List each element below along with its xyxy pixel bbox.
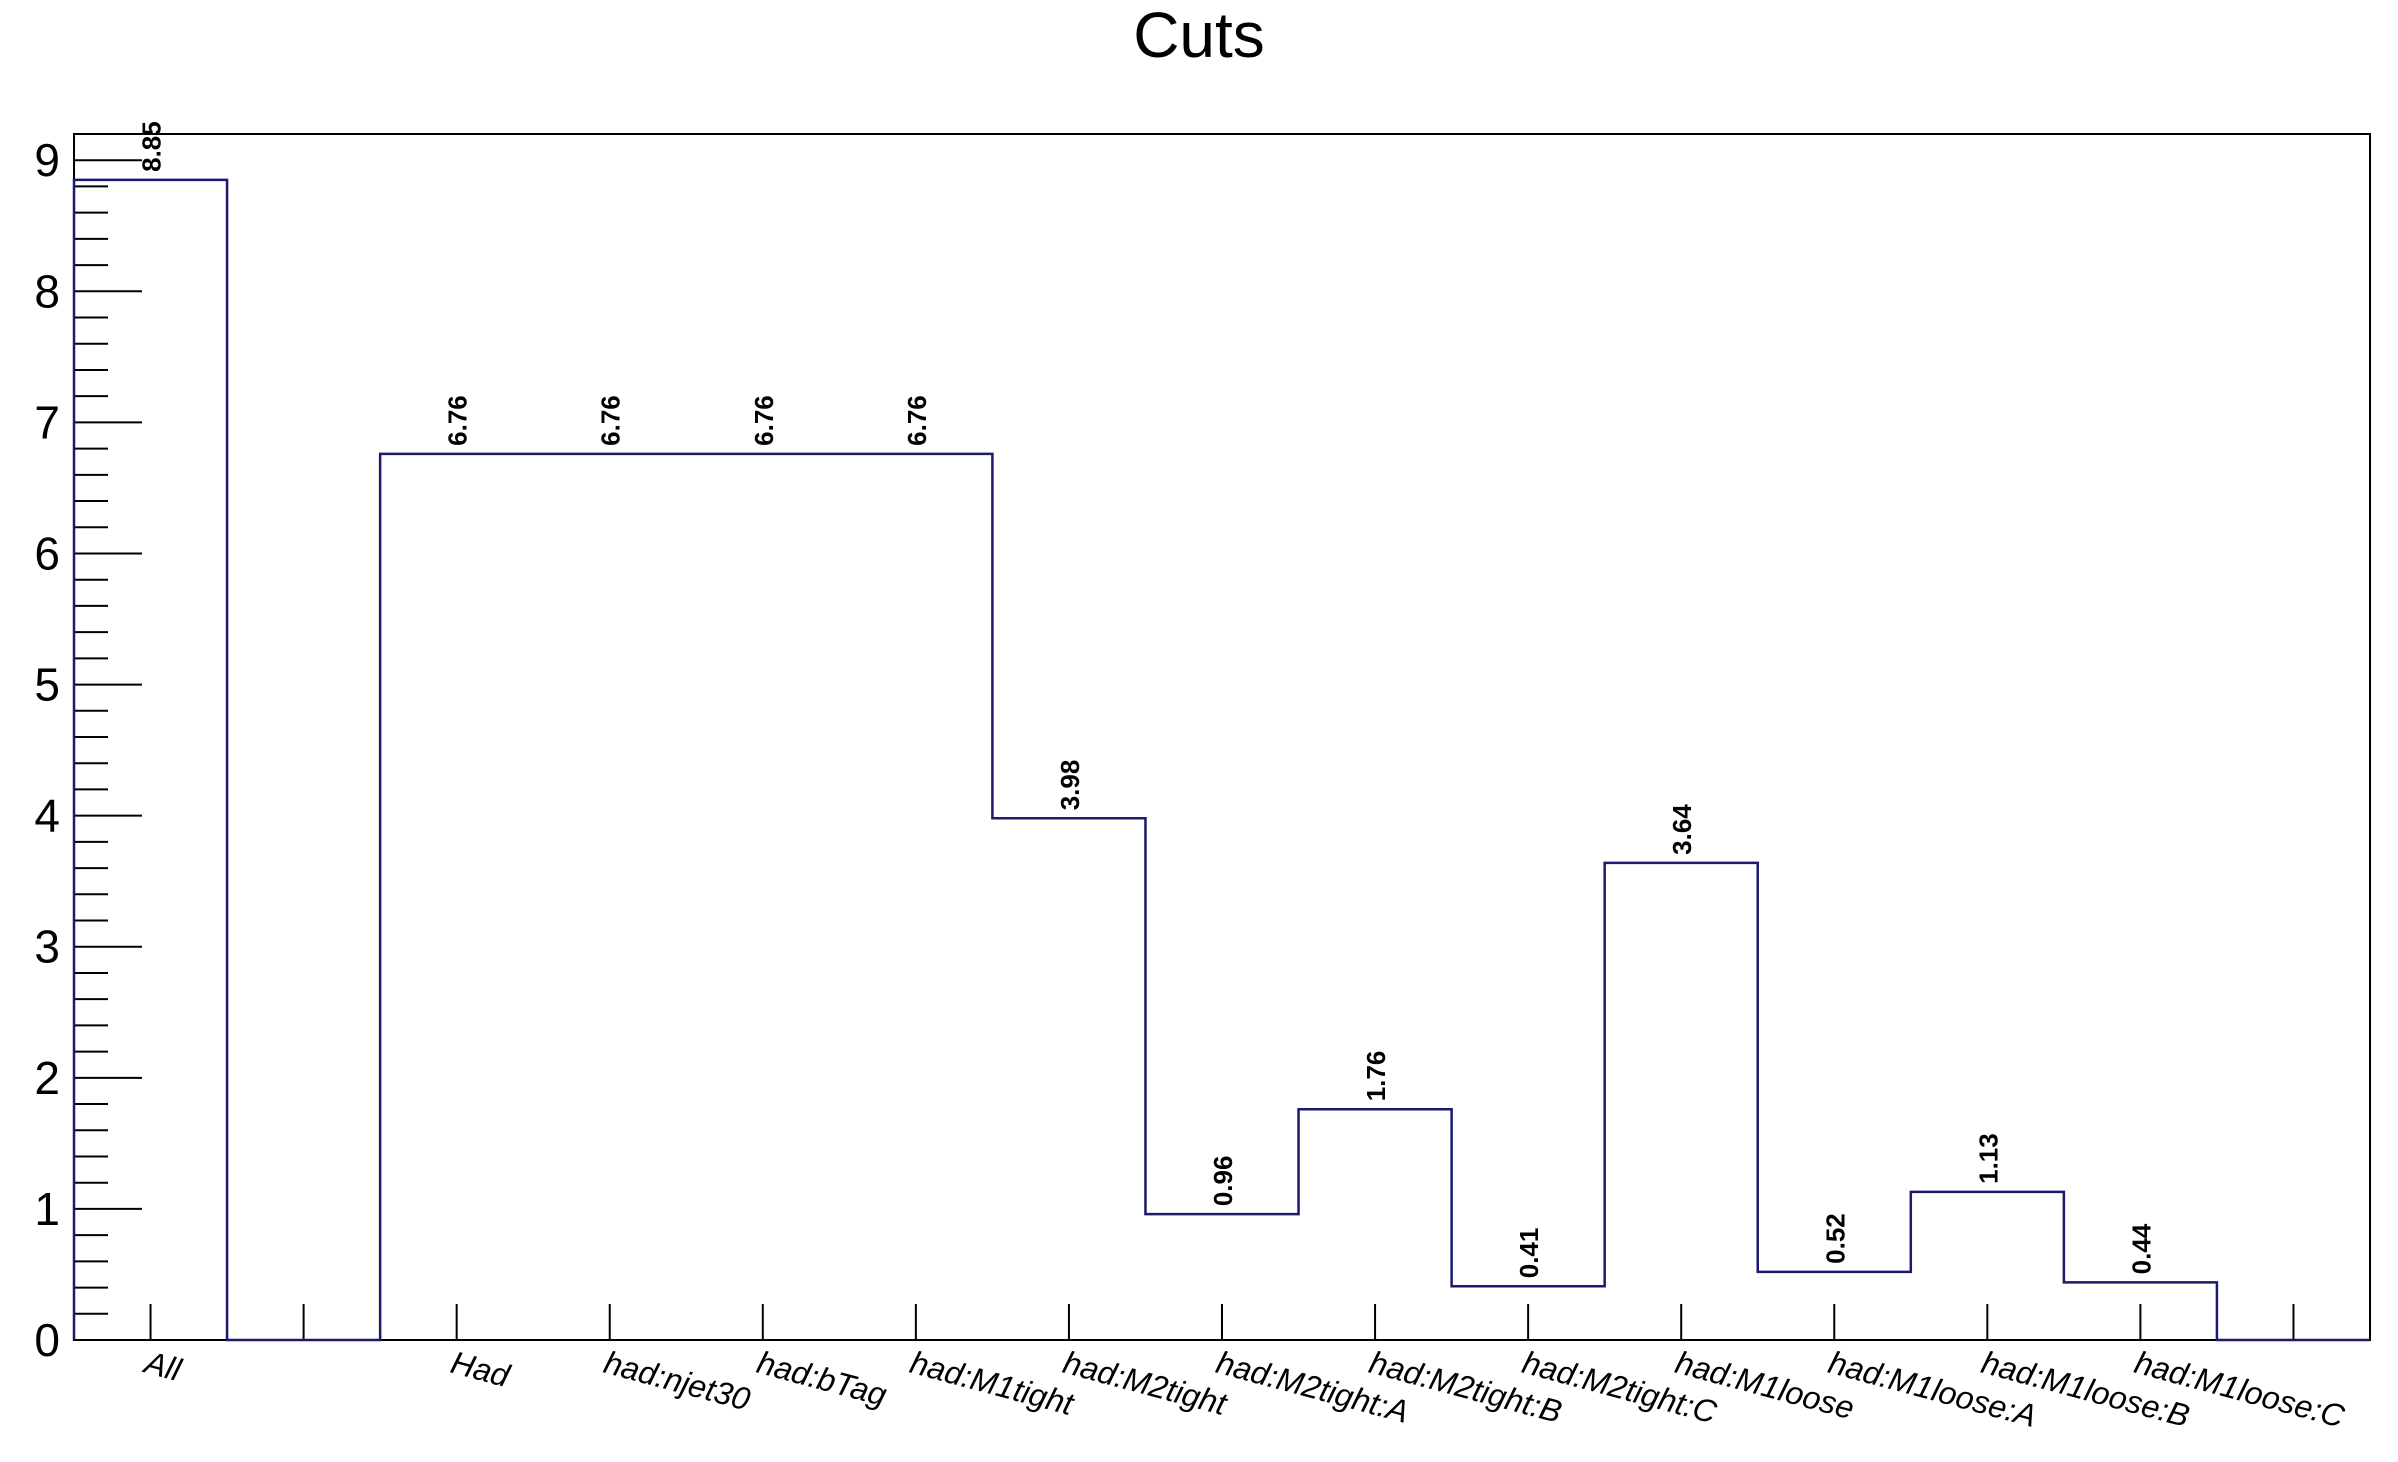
data-label: 3.98 <box>1055 760 1085 811</box>
y-axis-ticks: 0 1 2 3 4 5 6 7 8 9 <box>34 133 142 1366</box>
data-label: 8.85 <box>137 121 167 172</box>
x-axis-labels: All Had had:njet30 had:bTag had:M1tighthad:M… <box>139 1343 2349 1434</box>
data-label: 0.96 <box>1208 1156 1238 1207</box>
data-label: 1.76 <box>1361 1051 1391 1102</box>
chart-title: Cuts <box>1133 0 1265 71</box>
y-tick-label: 5 <box>34 659 60 711</box>
data-label: 0.44 <box>2126 1223 2156 1274</box>
x-tick-label: had:bTag <box>753 1344 890 1413</box>
x-tick-label: had:njet30 <box>600 1344 754 1418</box>
y-tick-label: 3 <box>34 921 60 973</box>
x-axis-ticks <box>149 1304 2295 1340</box>
histogram-outline <box>72 178 2370 1342</box>
y-tick-label: 1 <box>34 1183 60 1235</box>
y-tick-label: 9 <box>34 134 60 186</box>
data-label: 0.41 <box>1514 1228 1544 1279</box>
y-tick-label: 8 <box>34 265 60 317</box>
y-tick-label: 2 <box>34 1052 60 1104</box>
x-tick-label: All <box>139 1343 185 1388</box>
x-tick-label: had:M2tight <box>1059 1344 1231 1422</box>
data-labels: 8.85 6.76 6.76 6.76 6.76 3.98 0.96 1.76 0.41 3.64… <box>137 121 2157 1278</box>
data-label: 6.76 <box>596 395 626 446</box>
data-label: 6.76 <box>749 395 779 446</box>
x-tick-label: had:M1tight <box>906 1344 1078 1422</box>
y-tick-label: 7 <box>34 396 60 448</box>
data-label: 3.64 <box>1667 804 1697 855</box>
y-tick-label: 6 <box>34 527 60 579</box>
y-tick-label: 0 <box>34 1314 60 1366</box>
data-label: 0.52 <box>1820 1213 1850 1264</box>
y-tick-label: 4 <box>34 790 60 842</box>
x-tick-label: Had <box>447 1344 514 1394</box>
data-label: 1.13 <box>1973 1133 2003 1184</box>
data-label: 6.76 <box>443 395 473 446</box>
data-label: 6.76 <box>902 395 932 446</box>
